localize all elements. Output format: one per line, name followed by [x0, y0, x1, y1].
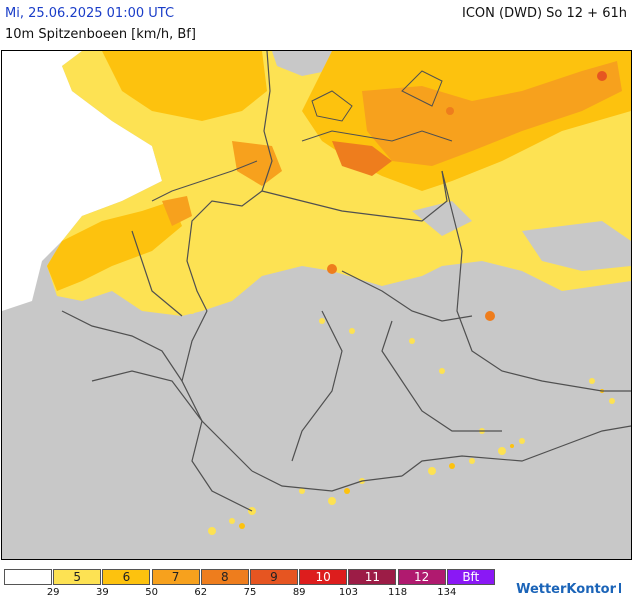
wind-gust-map: [1, 50, 632, 560]
parameter-label: 10m Spitzenboeen [km/h, Bf]: [5, 27, 196, 42]
legend-bf-label: 5: [73, 570, 81, 584]
legend-kmh-label: 62: [194, 587, 208, 598]
legend-swatch: [397, 569, 446, 585]
legend-bf-label: 6: [122, 570, 131, 584]
legend-swatch: [446, 569, 495, 585]
legend-swatch: [200, 569, 249, 585]
legend-bf-label: 9: [270, 570, 278, 584]
gust-zone-bf7-baltic: [362, 61, 622, 166]
country-borders: [61, 51, 631, 512]
legend-bf-label: 10: [315, 570, 331, 584]
legend-swatch: [250, 569, 298, 585]
map-canvas: [2, 51, 631, 559]
legend-bf-label: 8: [220, 570, 229, 584]
brand-logo: WetterKontor: [516, 582, 627, 597]
brand-name: WetterKontor: [516, 582, 616, 597]
legend-bf-label: 11: [364, 570, 381, 584]
legend-swatch: [102, 569, 151, 585]
legend-kmh-label: 118: [388, 587, 408, 598]
legend-kmh-label: 39: [96, 587, 109, 598]
legend-swatch: [151, 569, 200, 585]
coastlines: [151, 70, 453, 202]
legend-kmh-label: 134: [437, 587, 457, 598]
north-sea-calm: [2, 51, 162, 311]
brand-mark-icon: [619, 583, 627, 593]
legend-bf-label: 12: [413, 570, 430, 584]
model-run-label: ICON (DWD) So 12 + 61h: [462, 6, 627, 21]
legend-swatch: [348, 569, 397, 585]
legend-kmh-label: 103: [338, 587, 358, 598]
valid-time-label: Mi, 25.06.2025 01:00 UTC: [5, 6, 175, 21]
legend-bf-label: 7: [171, 570, 180, 584]
legend-kmh-label: 89: [292, 587, 306, 598]
legend-kmh-label: 50: [145, 587, 158, 598]
legend-bf-label: Bft: [462, 570, 480, 584]
legend-kmh-label: 29: [46, 587, 60, 598]
legend-swatch: [53, 569, 102, 585]
legend-swatch: [299, 569, 348, 585]
gust-zone-bf6-northsea: [102, 51, 267, 121]
legend-swatch: [4, 569, 52, 585]
gust-zone-bf8: [332, 141, 392, 176]
legend-kmh-label: 75: [243, 587, 257, 598]
